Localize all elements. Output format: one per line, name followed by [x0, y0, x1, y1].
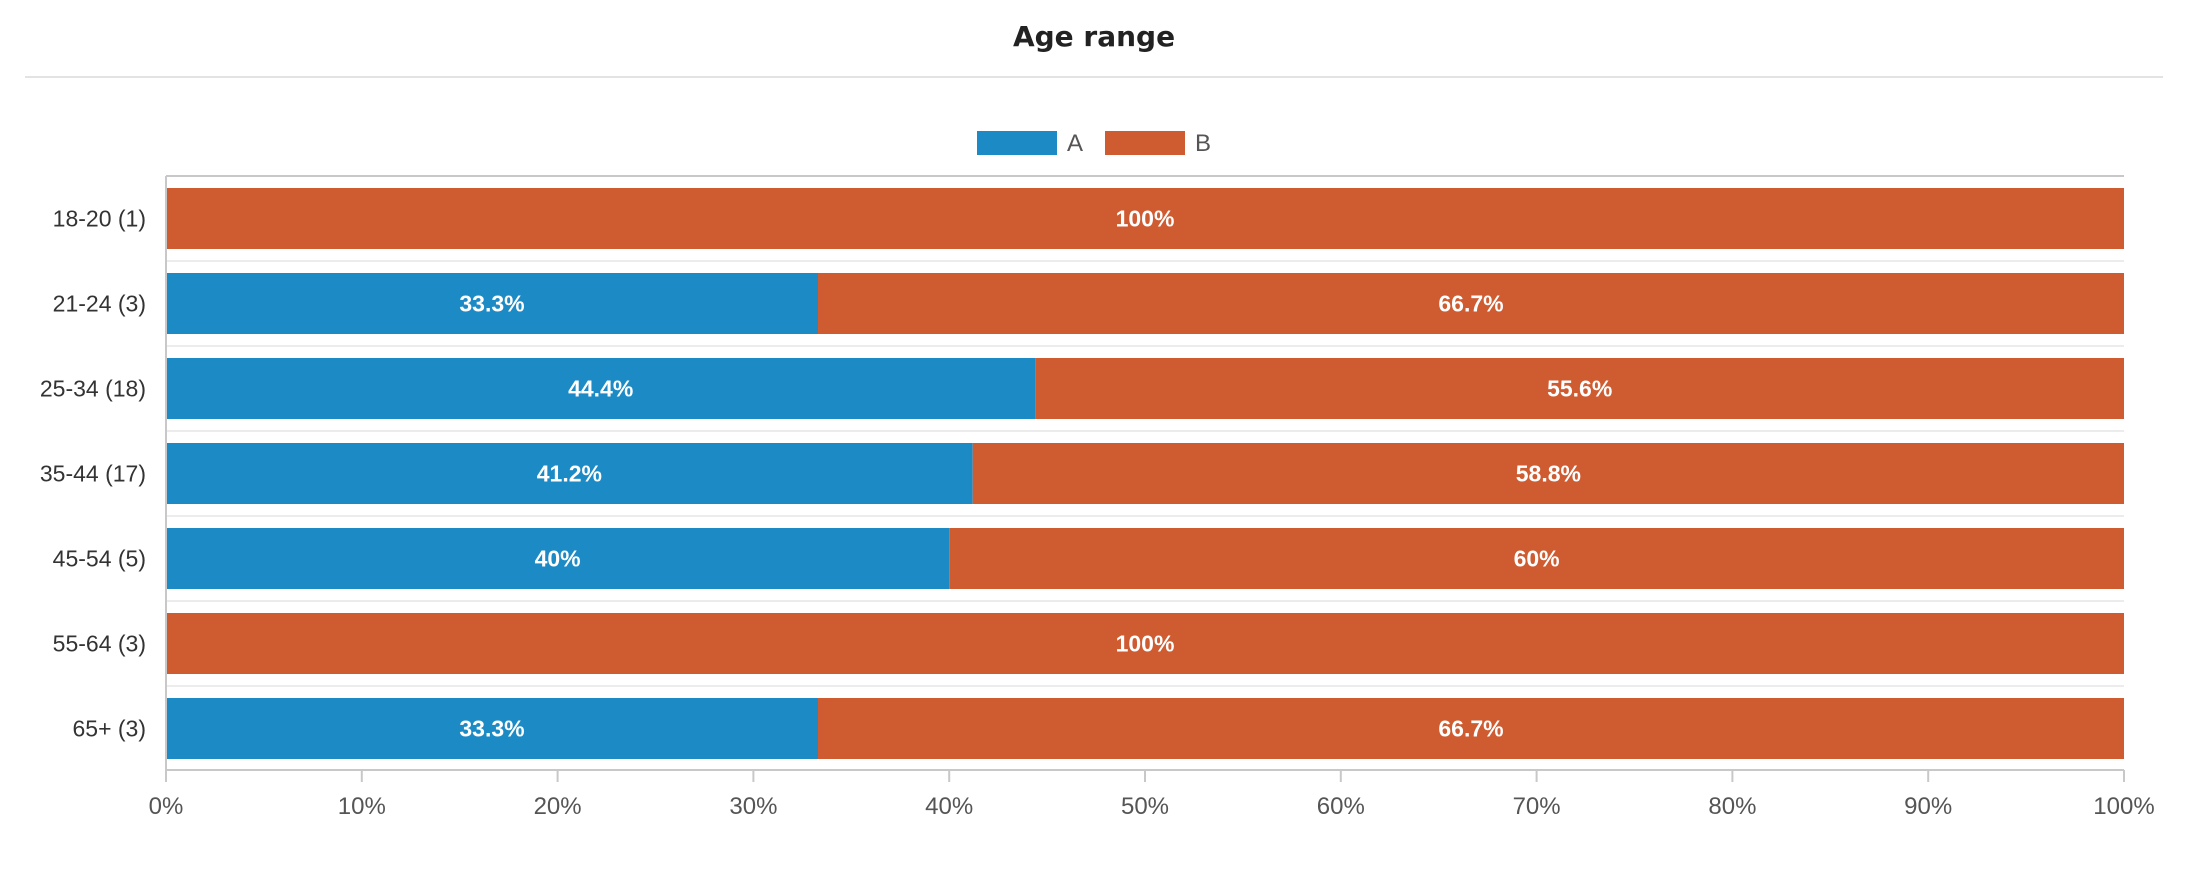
bar-b [972, 443, 2124, 504]
bar-b [166, 613, 2124, 674]
x-tick-label: 0% [149, 793, 184, 820]
y-tick-label: 25-34 (18) [40, 376, 146, 402]
bar-b [166, 188, 2124, 249]
y-tick-label: 65+ (3) [72, 716, 146, 742]
bar-b [949, 528, 2125, 589]
legend-swatch-b [1105, 131, 1185, 155]
bar-b [1035, 358, 2124, 419]
chart-header: Age range [25, 0, 2163, 78]
legend-swatch-a [977, 131, 1057, 155]
bar-a [166, 528, 950, 589]
bar-data-label: 55.6% [1547, 376, 1612, 402]
bar-data-label: 60% [1514, 546, 1560, 572]
bar-data-label: 100% [1116, 631, 1175, 657]
bar-data-label: 66.7% [1438, 716, 1503, 742]
x-tick-label: 100% [2093, 793, 2154, 820]
bar-b [818, 698, 2125, 759]
x-tick-label: 60% [1317, 793, 1365, 820]
bar-a [166, 443, 973, 504]
x-tick-label: 70% [1513, 793, 1561, 820]
x-tick-label: 20% [534, 793, 582, 820]
bar-data-label: 66.7% [1438, 291, 1503, 317]
y-tick-label: 21-24 (3) [53, 291, 146, 317]
bar-data-label: 100% [1116, 206, 1175, 232]
x-tick-label: 10% [338, 793, 386, 820]
y-tick-label: 55-64 (3) [53, 631, 146, 657]
y-tick-label: 35-44 (17) [40, 461, 146, 487]
bar-data-label: 33.3% [459, 291, 524, 317]
y-tick-label: 18-20 (1) [53, 206, 146, 232]
legend-label: B [1195, 130, 1211, 157]
x-tick-label: 80% [1708, 793, 1756, 820]
x-tick-label: 90% [1904, 793, 1952, 820]
bar-data-label: 58.8% [1516, 461, 1581, 487]
bar-a [166, 358, 1036, 419]
y-tick-label: 45-54 (5) [53, 546, 146, 572]
bar-b [818, 273, 2125, 334]
bar-data-label: 40% [535, 546, 581, 572]
chart-title: Age range [1012, 20, 1176, 53]
bar-data-label: 41.2% [537, 461, 602, 487]
legend-label: A [1067, 130, 1083, 157]
x-tick-label: 40% [925, 793, 973, 820]
x-tick-label: 30% [729, 793, 777, 820]
bar-a [166, 273, 819, 334]
bar-a [166, 698, 819, 759]
bar-data-label: 44.4% [568, 376, 633, 402]
bar-data-label: 33.3% [459, 716, 524, 742]
x-tick-label: 50% [1121, 793, 1169, 820]
